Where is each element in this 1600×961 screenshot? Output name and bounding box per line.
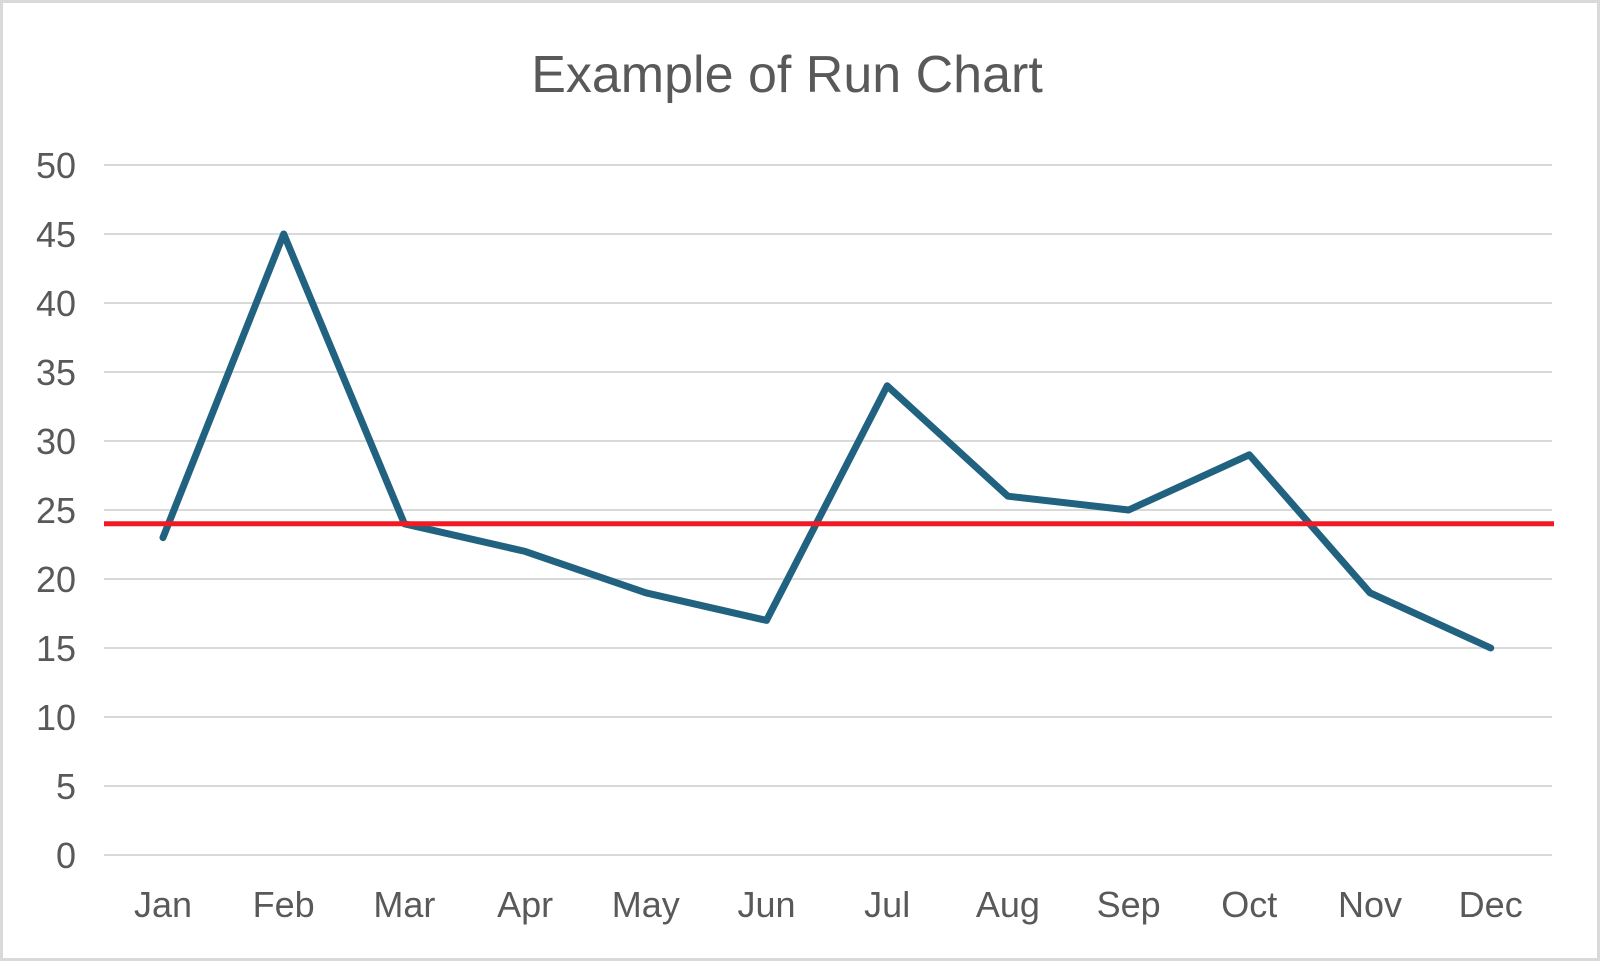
x-axis-tick-label: Sep: [1097, 884, 1161, 925]
x-axis-tick-label: Apr: [497, 884, 553, 925]
y-axis-tick-label: 50: [36, 145, 76, 186]
x-axis-tick-label: Jul: [864, 884, 910, 925]
y-axis-tick-label: 25: [36, 490, 76, 531]
y-axis-tick-label: 40: [36, 283, 76, 324]
y-axis-tick-label: 20: [36, 559, 76, 600]
x-axis-tick-label: Nov: [1338, 884, 1402, 925]
x-axis-tick-label: Dec: [1459, 884, 1523, 925]
y-axis-tick-label: 5: [56, 766, 76, 807]
y-axis-tick-label: 10: [36, 697, 76, 738]
x-axis-tick-label: Jun: [737, 884, 795, 925]
data-series-line: [159, 230, 1495, 652]
x-axis-tick-label: May: [612, 884, 680, 925]
y-axis-tick-label: 30: [36, 421, 76, 462]
x-axis-tick-label: Aug: [976, 884, 1040, 925]
y-axis-tick-label: 35: [36, 352, 76, 393]
x-axis-tick-label: Jan: [134, 884, 192, 925]
run-chart-plot: 0 5 10 15 20 25 30 35 40 45 50 Jan Feb Mar Apr May Jun Ju…: [36, 145, 1554, 925]
x-axis-tick-label: Mar: [373, 884, 435, 925]
x-axis-tick-label: Feb: [253, 884, 315, 925]
y-axis-tick-label: 0: [56, 835, 76, 876]
y-axis-tick-label: 15: [36, 628, 76, 669]
y-axis-tick-label: 45: [36, 214, 76, 255]
x-axis-tick-label: Oct: [1221, 884, 1277, 925]
